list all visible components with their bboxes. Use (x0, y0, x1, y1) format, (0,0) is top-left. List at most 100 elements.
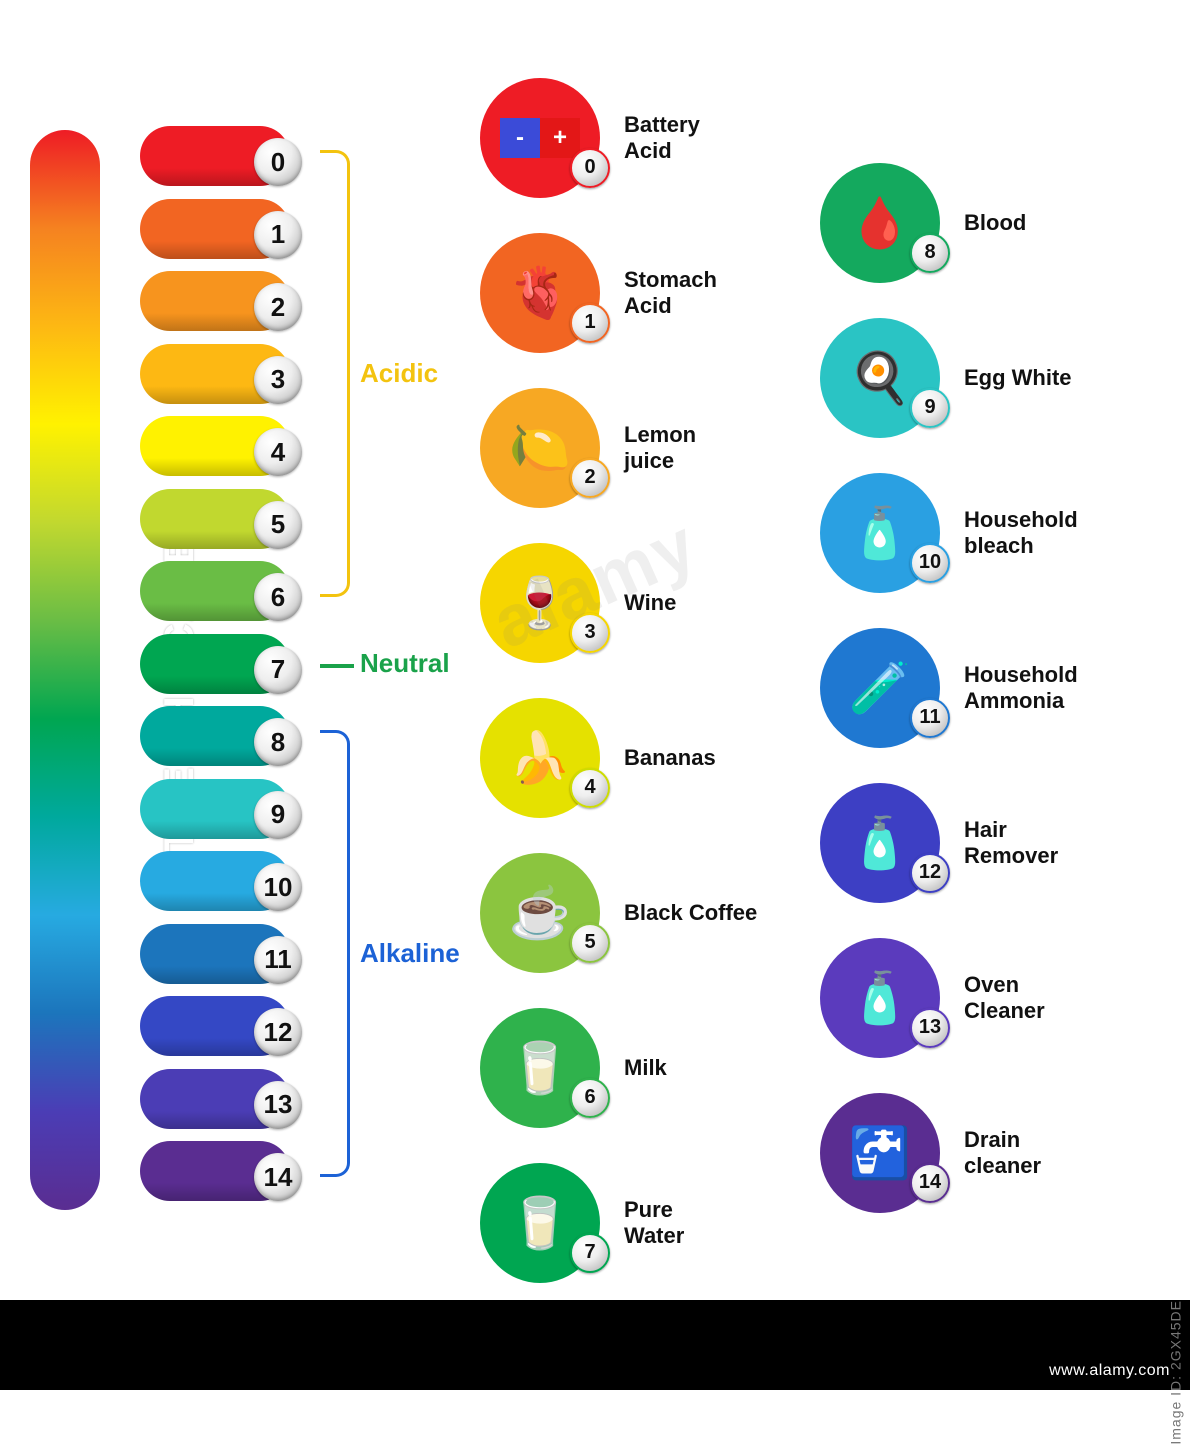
example-badge: 12 (910, 853, 950, 893)
scale-pill: 1 (140, 199, 290, 259)
bracket-alkaline (320, 730, 350, 1177)
lemon-icon: 🍋 (509, 423, 571, 473)
example-circle: 🍋2 (480, 388, 600, 508)
scale-pill: 6 (140, 561, 290, 621)
example-circle: 🧴10 (820, 473, 940, 593)
scale-pill: 7 (140, 634, 290, 694)
example-circle: 🍷3 (480, 543, 600, 663)
scale-row-5: 5 (140, 483, 320, 556)
example-row-6: 🥛6 Milk (480, 990, 800, 1145)
example-label: Milk (624, 1055, 667, 1080)
scale-badge: 9 (254, 791, 302, 839)
scale-pill: 12 (140, 996, 290, 1056)
example-circle: ☕5 (480, 853, 600, 973)
watermark-image-id: Image ID: 2GX45DE (1168, 1300, 1184, 1445)
scale-badge: 12 (254, 1008, 302, 1056)
example-circle: 🧴13 (820, 938, 940, 1058)
example-circle: 🍌4 (480, 698, 600, 818)
example-row-3: 🍷3 Wine (480, 525, 800, 680)
scale-badge: 1 (254, 211, 302, 259)
hair-icon: 🧴 (849, 818, 911, 868)
example-label: OvenCleaner (964, 972, 1045, 1023)
stomach-icon: 🫀 (509, 268, 571, 318)
example-badge: 3 (570, 613, 610, 653)
example-row-4: 🍌4 Bananas (480, 680, 800, 835)
example-row-10: 🧴10 Householdbleach (820, 455, 1140, 610)
scale-badge: 14 (254, 1153, 302, 1201)
example-badge: 8 (910, 233, 950, 273)
example-badge: 9 (910, 388, 950, 428)
scale-badge: 10 (254, 863, 302, 911)
example-row-11: 🧪11 HouseholdAmmonia (820, 610, 1140, 765)
category-label-alkaline: Alkaline (360, 938, 460, 969)
example-label: HairRemover (964, 817, 1058, 868)
scale-badge: 7 (254, 646, 302, 694)
example-badge: 10 (910, 543, 950, 583)
scale-pill: 13 (140, 1069, 290, 1129)
scale-pill: 10 (140, 851, 290, 911)
example-row-7: 🥛7 PureWater (480, 1145, 800, 1300)
example-label: HouseholdAmmonia (964, 662, 1078, 713)
scale-pill: 8 (140, 706, 290, 766)
drain-icon: 🚰 (849, 1128, 911, 1178)
example-circle: -+0 (480, 78, 600, 198)
scale-row-4: 4 (140, 410, 320, 483)
example-circle: 🧪11 (820, 628, 940, 748)
example-badge: 14 (910, 1163, 950, 1203)
coffee-icon: ☕ (509, 888, 571, 938)
scale-pill: 3 (140, 344, 290, 404)
scale-row-3: 3 (140, 338, 320, 411)
example-label: Bananas (624, 745, 716, 770)
scale-badge: 3 (254, 356, 302, 404)
scale-pill: 9 (140, 779, 290, 839)
example-label: BatteryAcid (624, 112, 700, 163)
scale-row-0: 0 (140, 120, 320, 193)
example-badge: 0 (570, 148, 610, 188)
example-row-1: 🫀1StomachAcid (480, 215, 800, 370)
bleach-icon: 🧴 (849, 508, 911, 558)
oven-icon: 🧴 (849, 973, 911, 1023)
bracket-acidic (320, 150, 350, 597)
example-label: Wine (624, 590, 676, 615)
example-row-13: 🧴13 OvenCleaner (820, 920, 1140, 1075)
example-label: Householdbleach (964, 507, 1078, 558)
scale-badge: 11 (254, 936, 302, 984)
scale-pill: 4 (140, 416, 290, 476)
scale-row-10: 10 (140, 845, 320, 918)
example-label: Blood (964, 210, 1026, 235)
scale-column: 01234567891011121314 (140, 120, 320, 1208)
scale-badge: 13 (254, 1081, 302, 1129)
scale-row-13: 13 (140, 1063, 320, 1136)
ammonia-icon: 🧪 (849, 663, 911, 713)
example-circle: 🥛6 (480, 1008, 600, 1128)
ph-scale-infographic: THE pH SCALE 01234567891011121314 Acidic… (0, 30, 1190, 1260)
example-row-14: 🚰14Draincleaner (820, 1075, 1140, 1230)
example-circle: 🥛7 (480, 1163, 600, 1283)
example-row-5: ☕5Black Coffee (480, 835, 800, 990)
banana-icon: 🍌 (509, 733, 571, 783)
example-badge: 11 (910, 698, 950, 738)
example-row-2: 🍋2 Lemonjuice (480, 370, 800, 525)
scale-pill: 5 (140, 489, 290, 549)
scale-row-11: 11 (140, 918, 320, 991)
scale-row-9: 9 (140, 773, 320, 846)
gradient-bar (30, 130, 100, 1210)
scale-row-14: 14 (140, 1135, 320, 1208)
scale-row-8: 8 (140, 700, 320, 773)
example-label: PureWater (624, 1197, 684, 1248)
bracket-neutral (320, 664, 354, 668)
example-circle: 🚰14 (820, 1093, 940, 1213)
egg-icon: 🍳 (849, 353, 911, 403)
water-icon: 🥛 (509, 1198, 571, 1248)
scale-badge: 8 (254, 718, 302, 766)
example-circle: 🧴12 (820, 783, 940, 903)
example-row-12: 🧴12 HairRemover (820, 765, 1140, 920)
example-badge: 4 (570, 768, 610, 808)
example-label: Lemonjuice (624, 422, 696, 473)
scale-row-2: 2 (140, 265, 320, 338)
examples-column-right: 🩸8Blood🍳9Egg White🧴10Householdbleach🧪11H… (820, 145, 1140, 1230)
examples-column-left: -+0 BatteryAcid 🫀1StomachAcid 🍋2 Lemonjuice 🍷… (480, 60, 800, 1300)
scale-badge: 2 (254, 283, 302, 331)
scale-badge: 5 (254, 501, 302, 549)
example-badge: 7 (570, 1233, 610, 1273)
